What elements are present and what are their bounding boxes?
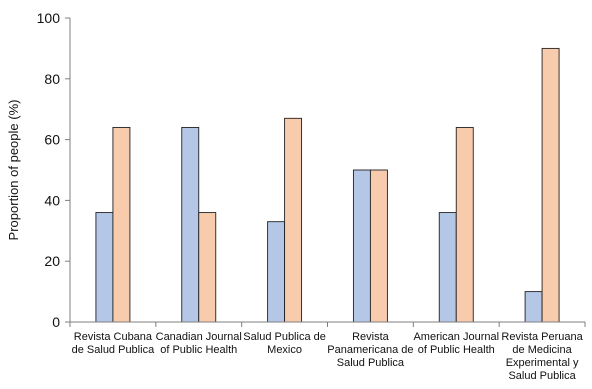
bar-series-1-3 xyxy=(267,221,286,323)
bar-series-1-4 xyxy=(352,169,371,323)
y-tick-label: 100 xyxy=(37,10,61,26)
y-tick-label: 80 xyxy=(44,71,60,87)
bar-series-1-6 xyxy=(524,291,543,323)
y-axis: 0 20 40 60 80 100 xyxy=(37,10,71,330)
x-tick-label: Revista Cubana de Salud Publica xyxy=(72,331,155,356)
bar-series-1-5 xyxy=(438,212,457,323)
bar-series-2-3 xyxy=(284,117,303,323)
bar-series-1-2 xyxy=(181,126,200,323)
y-tick-label: 20 xyxy=(44,253,60,269)
bar-series-2-2 xyxy=(198,212,217,323)
y-tick-label: 60 xyxy=(44,132,60,148)
y-tick-label: 0 xyxy=(52,314,60,330)
x-tick-label: Canadian Journal of Public Health xyxy=(156,331,242,356)
bar-series-1-1 xyxy=(95,212,114,323)
bar-series-2-1 xyxy=(112,126,131,323)
bar-series-2-6 xyxy=(541,47,560,323)
y-tick-label: 40 xyxy=(44,192,60,208)
x-tick-label: Salud Publica de Mexico xyxy=(243,331,326,356)
x-tick-label: American Journal of Public Health xyxy=(413,331,499,356)
bar-series-2-5 xyxy=(455,126,474,323)
x-tick-label: Revista Peruana de Medicina Experimental y… xyxy=(501,331,583,382)
bar-series-2-4 xyxy=(369,169,388,323)
y-axis-label: Proportion of people (%) xyxy=(6,100,21,241)
x-tick-label: Revista Panamericana de Salud Publica xyxy=(327,331,413,369)
bars xyxy=(95,47,560,323)
